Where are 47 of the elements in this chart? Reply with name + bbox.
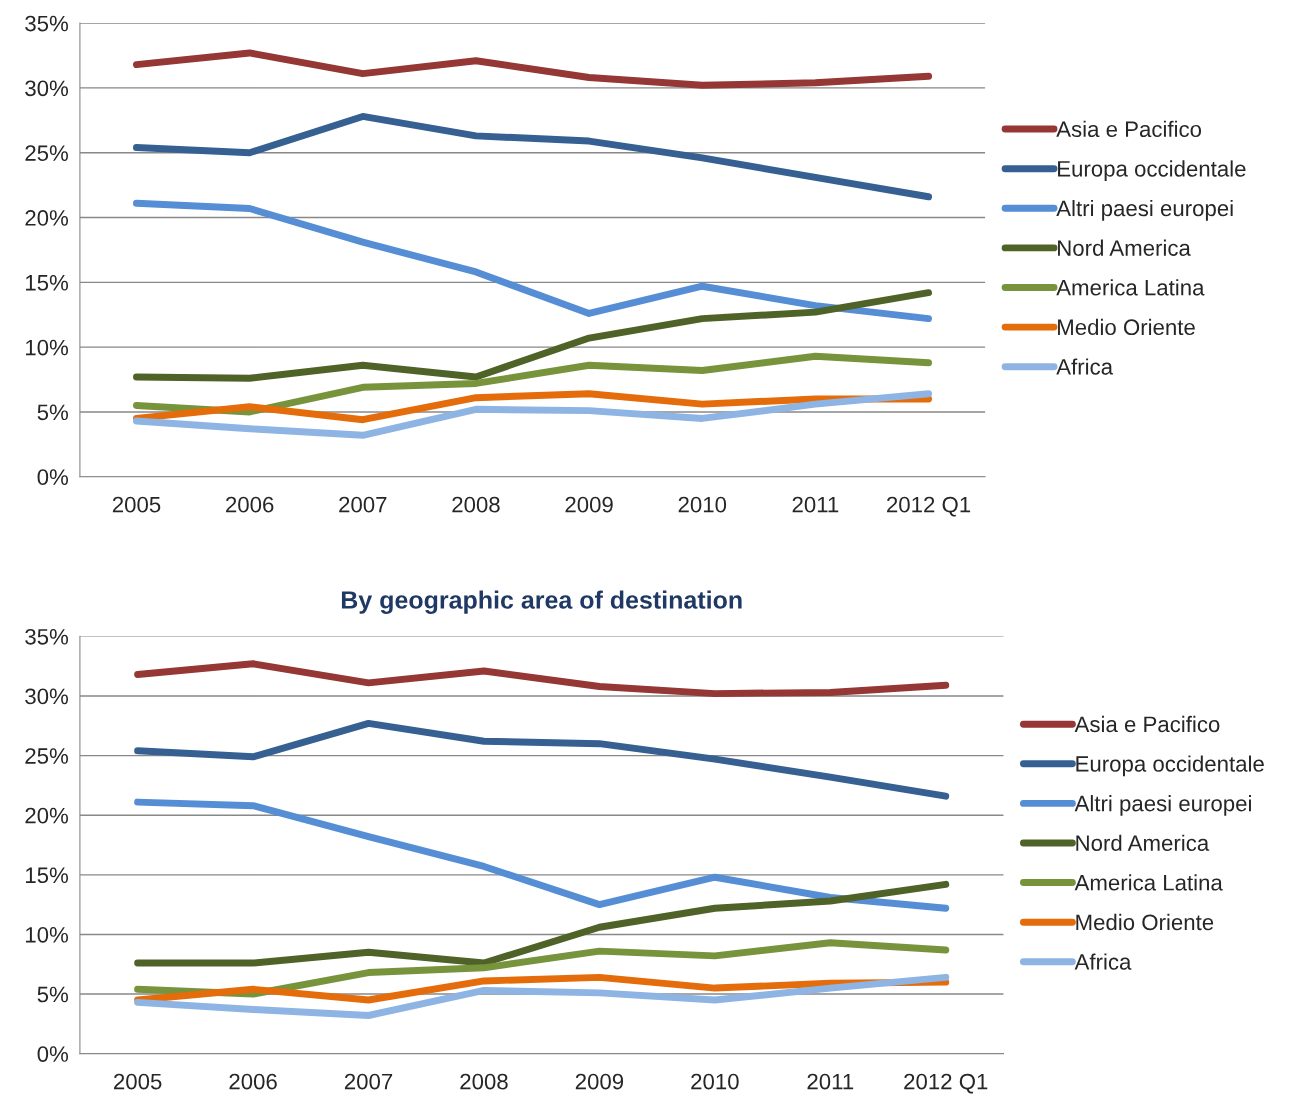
x-tick-label: 2010 [691, 1073, 739, 1090]
legend-label: Africa [1074, 953, 1132, 970]
legend-label: Asia e Pacifico [1056, 120, 1202, 138]
x-tick-label: 2005 [114, 1073, 162, 1090]
y-tick-label: 20% [25, 807, 69, 824]
y-tick-label: 10% [26, 926, 69, 943]
y-tick-label: 35% [25, 15, 69, 32]
x-tick-label: 2007 [344, 1073, 393, 1090]
y-tick-label: 20% [25, 210, 69, 226]
x-tick-label: 2006 [226, 496, 274, 513]
x-tick-label: 2005 [112, 496, 161, 513]
y-tick-label: 25% [25, 145, 69, 161]
legend-label: Medio Oriente [1058, 318, 1195, 336]
legend-label: America Latina [1074, 874, 1223, 891]
legend-label: Africa [1056, 358, 1114, 375]
x-tick-label: 2009 [575, 1073, 624, 1090]
legend-label: Europa occidentale [1076, 755, 1264, 777]
x-tick-label: 2008 [452, 496, 500, 513]
legend-label: Asia e Pacifico [1074, 715, 1220, 733]
x-tick-label: 2009 [565, 496, 613, 513]
y-tick-label: 10% [26, 339, 69, 356]
x-tick-label: 2007 [339, 496, 387, 513]
y-tick-label: 5% [37, 986, 69, 1003]
legend-label: Nord America [1076, 834, 1210, 851]
y-tick-label: 25% [25, 748, 69, 764]
x-tick-label: 2012 Q1 [887, 496, 971, 517]
y-tick-label: 0% [37, 469, 69, 485]
legend-label: Medio Oriente [1076, 913, 1214, 931]
legend-label: Altri paesi europei [1056, 199, 1233, 221]
x-tick-label: 2010 [678, 496, 727, 513]
chart-title: By geographic area of destination [341, 590, 742, 614]
legend-label: Nord America [1058, 239, 1191, 256]
legend-label: Europa occidentale [1058, 160, 1246, 182]
x-tick-label: 2012 Q1 [904, 1073, 988, 1094]
x-tick-label: 2006 [229, 1073, 277, 1090]
y-tick-label: 15% [26, 867, 69, 884]
x-tick-label: 2011 [807, 1073, 854, 1090]
y-tick-label: 5% [37, 404, 69, 421]
legend-label: America Latina [1056, 279, 1205, 296]
y-tick-label: 35% [25, 628, 69, 645]
y-tick-label: 30% [25, 80, 69, 97]
y-tick-label: 0% [37, 1046, 69, 1062]
x-tick-label: 2008 [460, 1073, 508, 1090]
legend-label: Altri paesi europei [1074, 795, 1251, 816]
y-tick-label: 30% [25, 688, 69, 705]
x-tick-label: 2011 [792, 496, 839, 513]
y-tick-label: 15% [26, 274, 69, 291]
